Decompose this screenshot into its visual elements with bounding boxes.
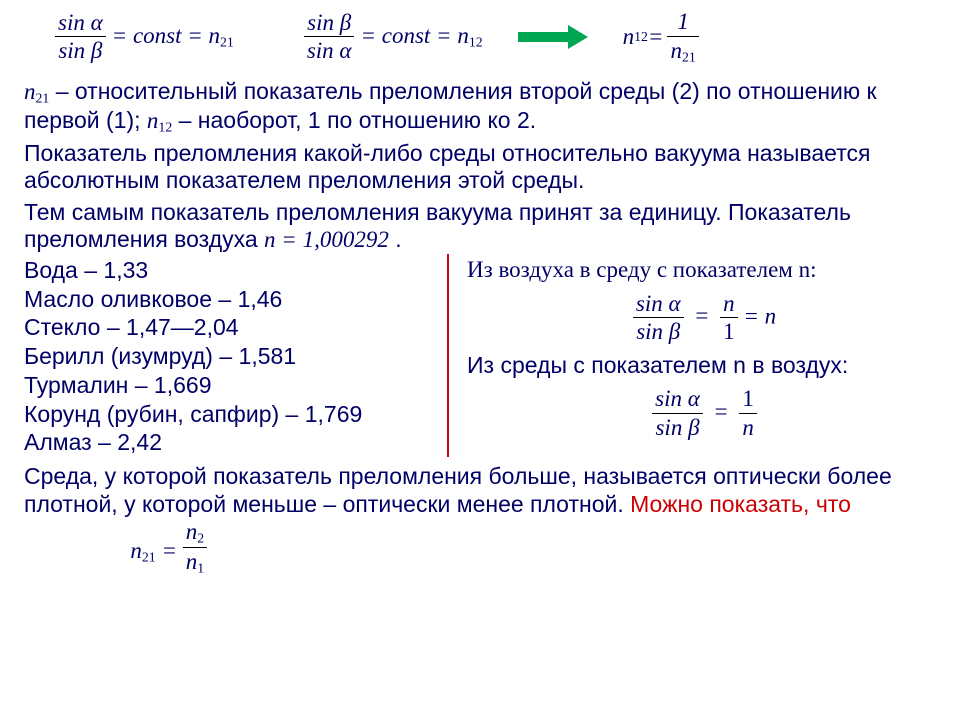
- list-item: Вода – 1,33: [24, 256, 439, 285]
- materials-list: Вода – 1,33 Масло оливковое – 1,46 Стекл…: [24, 254, 449, 457]
- frac-num: sin β: [304, 9, 355, 38]
- list-item: Турмалин – 1,669: [24, 371, 439, 400]
- heading-air-to-medium: Из воздуха в среду с показателем n:: [467, 256, 942, 284]
- air-index: n = 1,000292: [264, 226, 389, 254]
- para-density: Среда, у которой показатель преломления …: [0, 457, 960, 577]
- list-item: Стекло – 1,47—2,04: [24, 313, 439, 342]
- formula-n21-ratio: n21 = n2 n1: [130, 538, 207, 563]
- list-item: Алмаз – 2,42: [24, 428, 439, 457]
- formula-row: sin α sin β = const = n21 sin β sin α = …: [0, 0, 960, 66]
- para-air: Тем самым показатель преломления вакуума…: [0, 195, 960, 254]
- n12: n12: [147, 108, 172, 133]
- frac-num: sin α: [55, 9, 106, 38]
- formula-3: n12 = 1 n21: [623, 8, 699, 66]
- frac-den: sin β: [55, 37, 106, 65]
- columns: Вода – 1,33 Масло оливковое – 1,46 Стекл…: [0, 254, 960, 457]
- arrow-icon: [518, 28, 588, 46]
- frac-num: 1: [667, 8, 698, 37]
- frac-den: n21: [667, 37, 698, 66]
- rhs: = const = n12: [360, 22, 482, 51]
- list-item: Масло оливковое – 1,46: [24, 285, 439, 314]
- text-highlight: Можно показать, что: [630, 491, 851, 517]
- frac-den: sin α: [304, 37, 355, 65]
- para-absolute: Показатель преломления какой-либо среды …: [0, 136, 960, 195]
- list-item: Корунд (рубин, сапфир) – 1,769: [24, 400, 439, 429]
- eq-air-to-medium: sin α sin β = n 1 = n: [467, 284, 942, 352]
- n21: n21: [24, 79, 49, 104]
- right-formulas: Из воздуха в среду с показателем n: sin …: [449, 254, 942, 457]
- para-n21: n21 – относительный показатель преломлен…: [0, 66, 960, 136]
- formula-1: sin α sin β = const = n21: [55, 9, 234, 65]
- eq-medium-to-air: sin α sin β = 1 n: [467, 379, 942, 447]
- heading-medium-to-air: Из среды с показателем n в воздух:: [467, 352, 942, 380]
- formula-2: sin β sin α = const = n12: [304, 9, 483, 65]
- text: Тем самым показатель преломления вакуума…: [24, 199, 851, 253]
- text: – наоборот, 1 по отношению ко 2.: [179, 107, 537, 133]
- rhs: = const = n21: [112, 22, 234, 51]
- list-item: Берилл (изумруд) – 1,581: [24, 342, 439, 371]
